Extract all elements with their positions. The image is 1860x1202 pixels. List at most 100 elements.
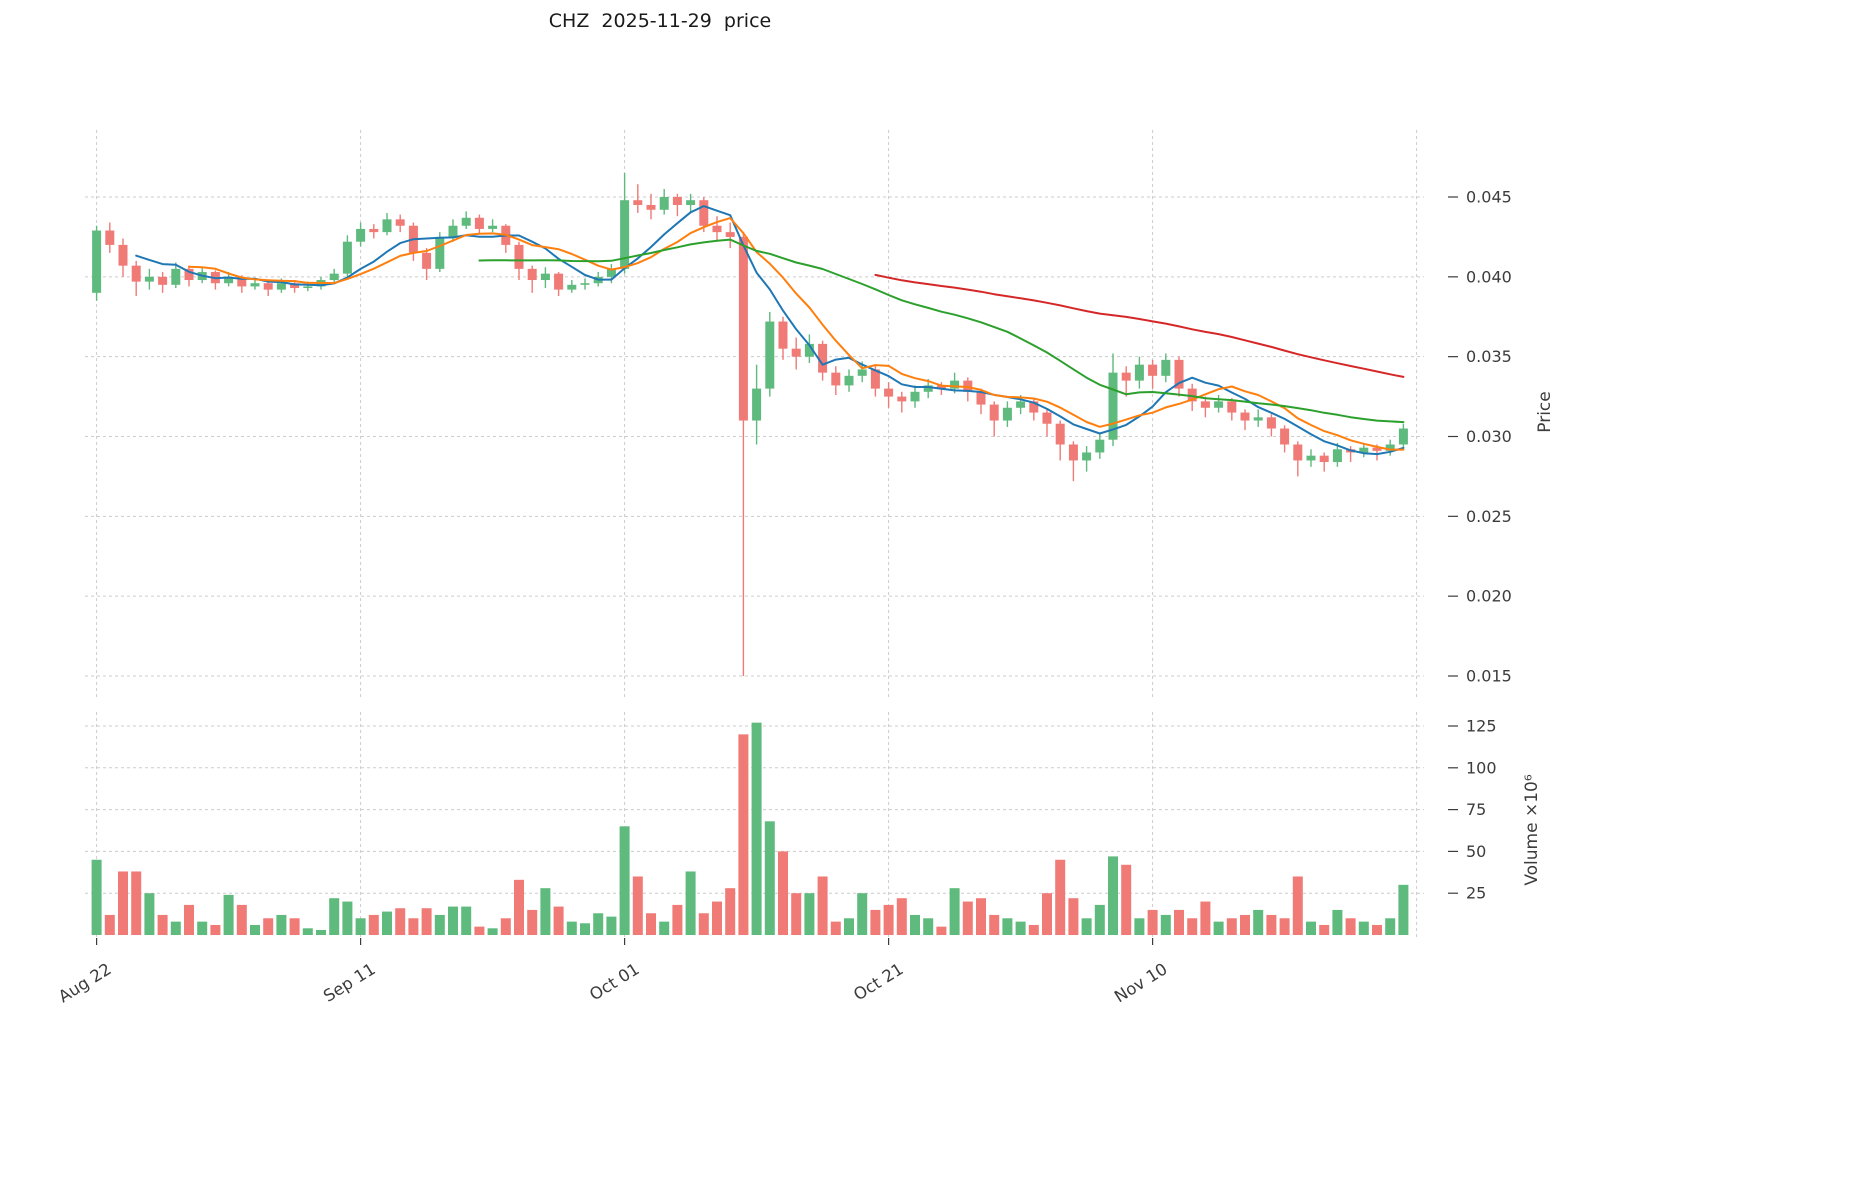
candles <box>92 173 1408 676</box>
volume-bar <box>276 914 287 935</box>
volume-bar <box>474 926 485 935</box>
volume-bar <box>434 914 445 935</box>
volume-bar <box>857 893 868 935</box>
volume-bar <box>553 906 564 935</box>
candle-body <box>171 268 181 285</box>
candle-body <box>1293 444 1303 461</box>
candle-body <box>950 380 960 389</box>
candle-body <box>1385 444 1395 451</box>
candle-body <box>804 343 814 357</box>
price-tick-label: 0.045 <box>1466 188 1512 207</box>
candle-body <box>474 217 484 229</box>
volume-bar <box>1358 921 1369 935</box>
candle-body <box>1108 372 1118 440</box>
volume-bar <box>368 914 379 935</box>
volume-bar <box>157 914 168 935</box>
volume-tick-label: 25 <box>1466 884 1486 903</box>
volume-bar <box>91 859 102 935</box>
candle-body <box>672 197 682 205</box>
candle-body <box>976 391 986 405</box>
volume-bar <box>1094 904 1105 935</box>
volume-tick-label: 50 <box>1466 842 1486 861</box>
volume-bar <box>791 893 802 935</box>
candle-body <box>356 228 366 242</box>
volume-tick-label: 75 <box>1466 800 1486 819</box>
candle-body <box>699 200 709 226</box>
volume-bar <box>329 898 340 935</box>
volume-bar <box>751 722 762 935</box>
x-tick-label: Oct 01 <box>586 959 643 1004</box>
volume-bar <box>448 906 458 935</box>
candle-body <box>1253 417 1263 421</box>
volume-bar <box>1226 918 1237 935</box>
candle-body <box>686 200 696 205</box>
ma-line-ma-xlong <box>874 273 1405 378</box>
candle-body <box>290 283 300 289</box>
volume-bar <box>223 894 234 935</box>
price-tick-label: 0.025 <box>1466 507 1512 526</box>
chart-title: CHZ 2025-11-29 price <box>548 10 772 32</box>
volume-bar <box>804 893 815 935</box>
volume-bar <box>1042 893 1052 935</box>
volume-tick-label: 100 <box>1466 758 1497 777</box>
candle-body <box>659 197 669 210</box>
price-tick-label: 0.035 <box>1466 347 1512 366</box>
candle-body <box>1055 423 1065 445</box>
candle-body <box>1266 417 1276 429</box>
candle-body <box>1200 401 1210 408</box>
volume-bar <box>1002 918 1013 935</box>
candle-body <box>1148 364 1158 376</box>
volume-bar <box>646 913 656 935</box>
volume-bar <box>1398 884 1409 935</box>
candle-body <box>488 225 498 229</box>
candle-body <box>237 276 247 287</box>
candle-body <box>1121 372 1131 381</box>
x-tick-label: Nov 10 <box>1111 959 1171 1006</box>
volume-bar <box>210 924 221 935</box>
volume-bar <box>910 914 920 935</box>
volume-bar <box>408 918 419 935</box>
volume-bar <box>844 918 854 935</box>
candle-body <box>567 284 577 290</box>
volume-bar <box>118 871 128 935</box>
volume-bar <box>870 909 881 935</box>
x-tick-label: Sep 11 <box>320 959 379 1006</box>
volume-bar <box>632 876 643 935</box>
volume-bar <box>1200 901 1211 935</box>
volume-bar <box>197 921 208 935</box>
candle-body <box>844 375 854 386</box>
volume-bar <box>606 916 617 935</box>
volume-bar <box>712 901 722 935</box>
candle-body <box>1082 452 1092 461</box>
volume-bar <box>395 908 406 935</box>
volume-bar <box>936 926 947 935</box>
volume-bar <box>989 914 1000 935</box>
gridlines <box>85 130 1424 938</box>
candle-body <box>1029 401 1039 413</box>
price-tick-label: 0.030 <box>1466 427 1512 446</box>
candle-body <box>738 236 748 421</box>
volume-bar <box>1134 918 1145 935</box>
volume-bar <box>764 821 775 935</box>
volume-bar <box>104 914 115 935</box>
candle-body <box>448 225 458 237</box>
candle-body <box>725 232 735 237</box>
candle-body <box>382 219 392 233</box>
candle-body <box>1174 359 1184 389</box>
candle-body <box>250 283 260 287</box>
candle-body <box>92 230 102 293</box>
volume-bar <box>1121 864 1132 935</box>
volume-bar <box>923 918 934 935</box>
volume-bar <box>725 888 736 935</box>
volume-bar <box>1266 914 1277 935</box>
volume-bar <box>949 888 960 935</box>
candle-body <box>1161 359 1171 376</box>
candle-body <box>1042 412 1052 424</box>
volume-bar <box>1187 918 1198 935</box>
volume-bar <box>1292 876 1303 935</box>
volume-bar <box>1332 909 1343 935</box>
volume-bar <box>263 918 274 935</box>
ma-line-ma-long <box>478 238 1405 424</box>
candle-body <box>818 343 828 373</box>
